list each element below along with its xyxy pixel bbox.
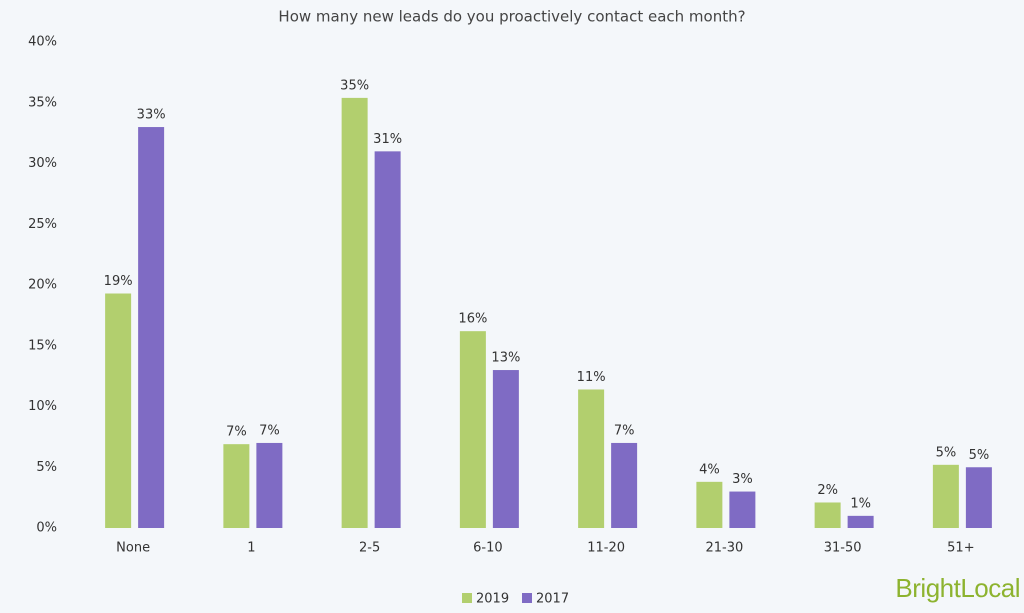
x-tick-label: 6-10 — [473, 541, 503, 556]
value-label: 31% — [373, 132, 402, 147]
x-tick-label: 1 — [247, 541, 255, 556]
bar — [459, 331, 486, 528]
bar — [492, 370, 519, 528]
x-tick-label: 51+ — [947, 541, 974, 556]
value-label: 3% — [732, 472, 753, 487]
bar — [374, 151, 401, 528]
bar — [578, 389, 605, 528]
bar — [223, 444, 250, 528]
value-label: 4% — [699, 462, 720, 477]
value-label: 13% — [491, 351, 520, 366]
x-tick-label: 11-20 — [587, 541, 625, 556]
x-tick-label: 21-30 — [705, 541, 743, 556]
bar — [814, 502, 841, 528]
y-tick-label: 15% — [28, 338, 57, 353]
value-label: 2% — [817, 483, 838, 498]
x-tick-label: None — [116, 541, 150, 556]
bar — [256, 442, 283, 528]
bar — [105, 293, 132, 528]
x-tick-label: 2-5 — [359, 541, 380, 556]
value-label: 16% — [458, 312, 487, 327]
bar — [696, 481, 723, 528]
value-label: 5% — [936, 445, 957, 460]
value-label: 19% — [104, 274, 133, 289]
chart-title: How many new leads do you proactively co… — [278, 8, 745, 26]
bar — [341, 97, 368, 528]
bar — [965, 467, 992, 528]
y-tick-label: 35% — [28, 95, 57, 110]
y-tick-label: 5% — [36, 460, 57, 475]
x-tick-label: 31-50 — [824, 541, 862, 556]
legend-swatch — [522, 593, 532, 603]
brand-logo: BrightLocal — [895, 573, 1020, 603]
bar — [847, 515, 874, 528]
bar — [138, 127, 165, 529]
value-label: 5% — [969, 448, 990, 463]
y-tick-label: 40% — [28, 35, 57, 50]
legend-swatch — [462, 593, 472, 603]
value-label: 1% — [850, 496, 871, 511]
y-tick-label: 10% — [28, 399, 57, 414]
value-label: 35% — [340, 78, 369, 93]
bar — [729, 491, 756, 528]
value-label: 33% — [137, 108, 166, 123]
bar — [932, 464, 959, 528]
value-label: 7% — [614, 423, 635, 438]
legend-label: 2019 — [476, 592, 509, 607]
bar — [611, 442, 638, 528]
y-tick-label: 30% — [28, 156, 57, 171]
y-tick-label: 0% — [36, 521, 57, 536]
value-label: 7% — [259, 423, 280, 438]
value-label: 7% — [226, 425, 247, 440]
y-tick-label: 25% — [28, 217, 57, 232]
y-tick-label: 20% — [28, 278, 57, 293]
legend-label: 2017 — [536, 592, 569, 607]
value-label: 11% — [577, 370, 606, 385]
